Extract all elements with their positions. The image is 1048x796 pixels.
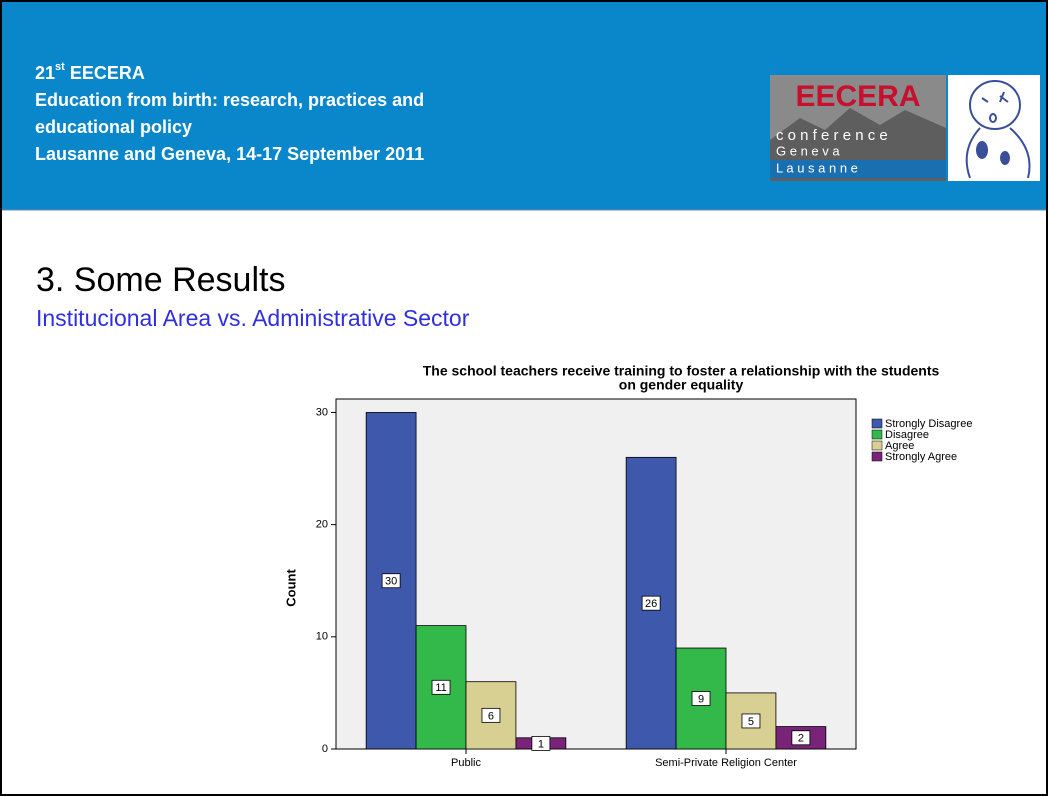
legend-swatch	[872, 430, 882, 439]
chart-title-line: on gender equality	[619, 377, 744, 393]
header-line: Lausanne and Geneva, 14-17 September 201…	[35, 144, 424, 164]
slide-title: 3. Some Results	[36, 261, 285, 299]
logo-line: L a u s a n n e	[776, 160, 858, 175]
logo: EECERA c o n f e r e n c e G e n e v a L…	[770, 75, 1040, 181]
y-tick-label: 10	[316, 631, 328, 643]
value-label: 5	[748, 716, 754, 728]
header-line: Education from birth: research, practice…	[35, 90, 424, 110]
legend-swatch	[872, 419, 882, 428]
legend-label: Strongly Agree	[885, 451, 957, 463]
edition: 21st EECERA	[35, 61, 145, 83]
y-tick-label: 30	[316, 406, 328, 418]
slide: 21st EECERA Education from birth: resear…	[0, 0, 1048, 796]
value-label: 1	[538, 738, 544, 750]
value-label: 6	[488, 710, 494, 722]
value-label: 2	[798, 733, 804, 745]
logo-name: EECERA	[795, 80, 920, 113]
y-tick-label: 20	[316, 519, 328, 531]
logo-line: c o n f e r e n c e	[776, 127, 888, 144]
x-tick-label: Public	[451, 757, 481, 769]
y-tick-label: 0	[322, 743, 328, 755]
value-label: 30	[385, 576, 397, 588]
value-label: 9	[698, 693, 704, 705]
edition-number: 21	[35, 63, 55, 83]
value-label: 11	[435, 682, 446, 694]
y-axis-label: Count	[283, 569, 298, 607]
slide-subtitle: Institucional Area vs. Administrative Se…	[36, 305, 470, 331]
edition-name: EECERA	[65, 63, 145, 83]
value-label: 26	[645, 598, 657, 610]
legend-swatch	[872, 452, 882, 461]
legend-swatch	[872, 441, 882, 450]
x-tick-label: Semi-Private Religion Center	[655, 757, 797, 769]
logo-line: G e n e v a	[776, 143, 840, 158]
edition-suffix: st	[55, 61, 65, 73]
header-line: educational policy	[35, 117, 192, 137]
